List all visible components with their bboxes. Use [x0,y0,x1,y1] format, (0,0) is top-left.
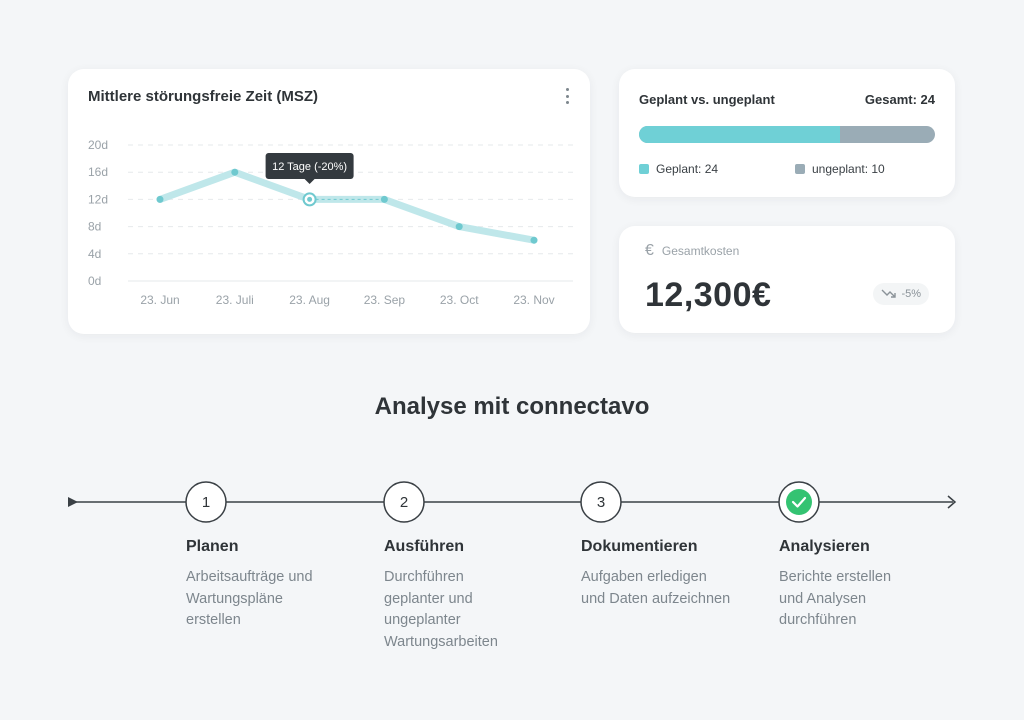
planned-vs-unplanned-card: Geplant vs. ungeplant Gesamt: 24 Geplant… [619,69,955,197]
step-2-marker: 2 [383,481,425,523]
y-tick-label: 12d [88,192,108,206]
step-2-number: 2 [400,494,408,511]
legend-planned: Geplant: 24 [639,162,718,176]
tooltip-text: 12 Tage (-20%) [272,161,347,173]
planned-progress-bar [639,126,935,143]
y-tick-label: 20d [88,138,108,152]
legend-unplanned-swatch [795,164,805,174]
step-ausfuehren: Ausführen Durchführen geplanter und unge… [384,538,554,653]
step-3-marker: 3 [580,481,622,523]
step-3-number: 3 [597,494,605,511]
legend-unplanned-label: ungeplant: 10 [812,162,885,176]
mtbf-line-chart: 0d 4d 8d 12d 16d 20d 23. Jun 23. Juli 23. Aug 23.… [88,138,573,307]
step-description: Durchführen geplanter und ungeplanter Wa… [384,569,498,650]
cost-change-value: -5% [901,288,921,300]
x-tick-label: 23. Nov [513,293,554,307]
cost-label-row: € Gesamtkosten [645,243,739,259]
data-point [530,236,538,244]
timeline-end-arrow-icon [947,495,957,509]
tooltip-pointer [304,179,315,184]
timeline-start-arrow-icon [68,497,78,507]
process-timeline: 1 2 3 [68,481,957,523]
step-1-marker: 1 [185,481,227,523]
step-description: Berichte erstellen und Analysen durchfüh… [779,569,892,628]
step-4-marker [778,481,820,523]
total-cost-card: € Gesamtkosten 12,300€ -5% [619,226,955,333]
legend-unplanned: ungeplant: 10 [795,162,885,176]
step-title: Ausführen [384,538,464,555]
y-tick-label: 8d [88,220,101,234]
cost-change-badge: -5% [873,283,929,305]
planned-card-title: Geplant vs. ungeplant [639,92,775,107]
trend-down-icon [881,288,897,300]
step-title: Analysieren [779,538,870,555]
euro-icon: € [645,242,654,259]
step-1-number: 1 [202,494,210,511]
highlighted-point-center [307,196,313,202]
planned-progress-fill [639,126,841,143]
legend-planned-swatch [639,164,649,174]
step-title: Planen [186,538,239,555]
cost-label: Gesamtkosten [661,244,740,258]
series-line [156,168,538,244]
y-tick-label: 16d [88,165,108,179]
step-title: Dokumentieren [581,538,698,555]
cost-value: 12,300€ [645,276,772,314]
x-tick-label: 23. Oct [440,293,479,307]
data-point [156,195,164,203]
legend-planned-label: Geplant: 24 [656,162,719,176]
y-tick-label: 4d [88,247,101,261]
planned-card-total: Gesamt: 24 [864,92,935,107]
step-planen: Planen Arbeitsaufträge und Wartungspläne… [186,538,356,632]
x-tick-label: 23. Jun [140,293,179,307]
step-analysieren: Analysieren Berichte erstellen und Analy… [779,538,949,632]
x-tick-label: 23. Sep [364,293,406,307]
step-description: Arbeitsaufträge und Wartungspläne erstel… [186,569,313,628]
x-tick-label: 23. Juli [216,293,254,307]
chart-title: Mittlere störungsfreie Zeit (MSZ) [88,88,319,105]
mtbf-chart-card: 0d 4d 8d 12d 16d 20d 23. Jun 23. Juli 23. Aug 23.… [68,69,590,334]
y-tick-label: 0d [88,274,101,288]
data-point [231,168,239,176]
x-tick-label: 23. Aug [289,293,330,307]
section-heading: Analyse mit connectavo [374,393,650,420]
data-point [455,223,463,231]
tooltip-box [265,153,354,179]
check-icon [786,489,812,515]
step-description: Aufgaben erledigen und Daten aufzeichnen [581,569,731,607]
step-dokumentieren: Dokumentieren Aufgaben erledigen und Dat… [581,538,751,610]
more-vertical-icon[interactable] [562,87,572,105]
